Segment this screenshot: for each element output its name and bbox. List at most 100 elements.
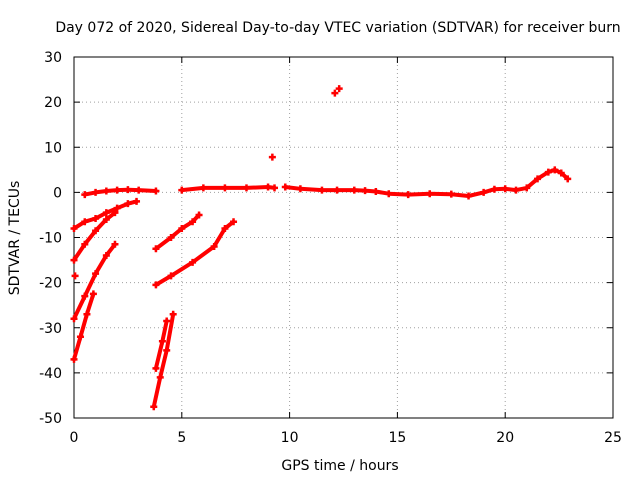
data-point xyxy=(221,224,229,232)
data-point xyxy=(480,188,488,196)
y-tick-label: -50 xyxy=(39,411,62,427)
data-point xyxy=(102,215,110,223)
data-point xyxy=(70,315,78,323)
data-point xyxy=(426,190,434,198)
data-series xyxy=(70,85,572,411)
data-point xyxy=(242,184,250,192)
series-arc-c xyxy=(70,209,119,264)
series-arc-b xyxy=(70,197,141,232)
chart-title: Day 072 of 2020, Sidereal Day-to-day VTE… xyxy=(55,20,620,36)
data-point xyxy=(102,252,110,260)
data-point xyxy=(152,187,160,195)
data-point xyxy=(124,186,132,194)
data-point xyxy=(318,186,326,194)
data-point xyxy=(92,215,100,223)
series-arc-main-3 xyxy=(281,166,572,200)
x-tick-label: 20 xyxy=(496,430,514,446)
data-point xyxy=(447,190,455,198)
y-tick-label: -30 xyxy=(39,321,62,337)
x-tick-label: 0 xyxy=(70,430,79,446)
series-arc-g xyxy=(152,218,238,289)
data-point xyxy=(152,281,160,289)
data-point xyxy=(71,272,79,280)
data-point xyxy=(70,224,78,232)
y-tick-label: -10 xyxy=(39,231,62,247)
y-tick-label: 30 xyxy=(44,50,62,66)
data-point xyxy=(152,245,160,253)
y-tick-label: 20 xyxy=(44,95,62,111)
data-point xyxy=(92,270,100,278)
data-point xyxy=(167,272,175,280)
data-point xyxy=(281,183,289,191)
data-point xyxy=(169,310,177,318)
data-point xyxy=(113,186,121,194)
data-point xyxy=(70,256,78,264)
data-point xyxy=(331,89,339,97)
data-point xyxy=(167,234,175,241)
data-point xyxy=(534,175,542,183)
series-outliers xyxy=(71,85,343,280)
data-point xyxy=(404,191,412,199)
data-point xyxy=(102,209,110,217)
data-point xyxy=(512,186,520,194)
data-point xyxy=(372,187,380,195)
data-point xyxy=(333,186,341,194)
series-line xyxy=(72,291,96,362)
data-point xyxy=(271,184,279,192)
data-point xyxy=(268,153,276,161)
data-point xyxy=(150,403,158,411)
series-line xyxy=(283,167,570,198)
x-tick-label: 5 xyxy=(177,430,186,446)
data-point xyxy=(158,337,166,345)
series-arc-e xyxy=(70,290,97,363)
data-point xyxy=(83,310,91,318)
x-tick-label: 10 xyxy=(281,430,299,446)
data-point xyxy=(551,166,559,174)
data-point xyxy=(152,364,160,372)
data-point xyxy=(296,185,304,193)
x-tick-label: 25 xyxy=(604,430,622,446)
series-arc-main xyxy=(81,186,160,199)
axis-ticks xyxy=(73,56,614,419)
series-arc-h xyxy=(150,310,177,411)
data-point xyxy=(70,355,78,363)
data-point xyxy=(189,258,197,266)
data-point xyxy=(490,185,498,193)
series-arc-main-2 xyxy=(178,183,279,194)
data-point xyxy=(465,192,473,200)
data-point xyxy=(221,184,229,192)
data-point xyxy=(111,209,119,217)
data-point xyxy=(544,168,552,176)
series-arc-i xyxy=(152,317,171,372)
data-point xyxy=(102,187,110,195)
data-point xyxy=(92,188,100,196)
data-point xyxy=(163,346,171,354)
y-tick-label: 0 xyxy=(53,185,62,201)
data-point xyxy=(92,227,100,235)
y-tick-label: 10 xyxy=(44,140,62,156)
data-point xyxy=(523,184,531,192)
series-line xyxy=(151,312,176,409)
data-point xyxy=(156,373,164,381)
data-point xyxy=(163,317,171,325)
data-point xyxy=(385,190,393,198)
data-point xyxy=(76,333,84,341)
x-axis-label: GPS time / hours xyxy=(281,458,398,474)
data-point xyxy=(135,186,143,194)
data-point xyxy=(178,224,186,232)
data-point xyxy=(195,211,203,219)
y-tick-label: -20 xyxy=(39,276,62,292)
data-point xyxy=(350,186,358,194)
data-point xyxy=(81,218,89,226)
data-point xyxy=(564,175,572,183)
x-tick-label: 15 xyxy=(388,430,406,446)
data-point xyxy=(501,185,509,193)
data-point xyxy=(124,200,132,208)
data-point xyxy=(81,292,89,300)
data-point xyxy=(81,240,89,248)
data-point xyxy=(557,169,565,177)
data-point xyxy=(133,197,141,205)
y-tick-label: -40 xyxy=(39,366,62,382)
grid xyxy=(74,57,613,418)
